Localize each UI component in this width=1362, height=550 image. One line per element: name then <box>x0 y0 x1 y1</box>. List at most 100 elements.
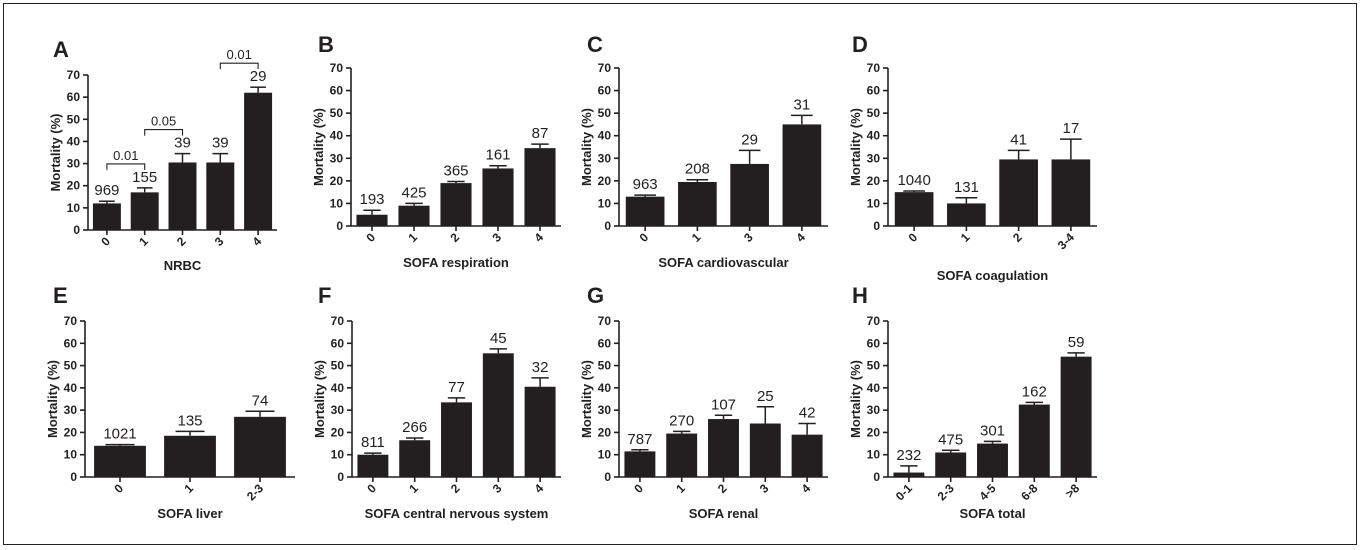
bar-6-8 <box>1018 404 1050 477</box>
y-tick-label: 20 <box>598 425 612 439</box>
x-tick-label: 2 <box>1010 230 1025 245</box>
bar-3 <box>482 168 514 226</box>
bar-2 <box>708 419 739 477</box>
bar-4 <box>524 386 556 477</box>
y-tick-label: 50 <box>598 106 612 120</box>
data-label: 425 <box>401 184 426 201</box>
data-label: 25 <box>757 388 774 405</box>
x-tick-label: 0 <box>98 234 113 249</box>
y-tick-label: 10 <box>331 448 345 462</box>
x-tick-label: 0 <box>631 481 646 496</box>
data-label: 811 <box>361 434 385 451</box>
data-label: 787 <box>627 431 652 448</box>
x-tick-label: 0-1 <box>893 481 915 503</box>
x-tick-label: 0 <box>111 481 126 496</box>
data-label: 42 <box>799 405 816 422</box>
x-tick-label: 4 <box>532 481 547 496</box>
y-tick-label: 10 <box>598 448 612 462</box>
y-tick-label: 50 <box>330 106 344 120</box>
bar-0 <box>94 445 146 477</box>
x-tick-label: 2 <box>448 481 463 496</box>
y-tick-label: 60 <box>867 336 881 350</box>
data-label: 29 <box>250 68 267 85</box>
x-tick-label: 2-3 <box>244 481 266 503</box>
data-label: 963 <box>633 176 658 193</box>
data-label: 969 <box>94 182 119 199</box>
y-tick-label: 10 <box>64 448 78 462</box>
panel-e: E 0 10 20 30 40 50 60 70 Mortality (%) 1021 0 135 1 74… <box>45 283 295 521</box>
bar-2 <box>999 159 1038 226</box>
y-tick-label: 50 <box>64 359 78 373</box>
x-tick-label: 1 <box>673 481 688 496</box>
y-axis-label: Mortality (%) <box>579 360 594 438</box>
y-tick-label: 70 <box>867 61 881 75</box>
bar-4 <box>524 148 556 226</box>
data-label: 270 <box>669 412 694 429</box>
panel-h: H 0 10 20 30 40 50 60 70 Mortality (%) 232 0-1 475 2-… <box>848 283 1097 521</box>
y-tick-label: 30 <box>867 403 881 417</box>
x-tick-label: 4 <box>531 230 546 245</box>
x-axis-label: SOFA renal <box>689 506 759 521</box>
data-label: 39 <box>212 135 229 152</box>
y-axis-label: Mortality (%) <box>848 108 863 186</box>
y-tick-label: 70 <box>64 314 78 328</box>
bar-4-5 <box>977 443 1008 477</box>
x-tick-label: 0 <box>906 230 921 245</box>
panel-c: C 0 10 20 30 40 50 60 70 Mortality (%) 963 0 208 1 29 3… <box>579 32 828 270</box>
panel-a: A 0 10 20 30 40 50 60 70 Mortality (%) 969 0 155 1 39 2… <box>48 37 277 273</box>
y-tick-label: 0 <box>604 219 611 233</box>
bar-3 <box>206 162 235 230</box>
y-tick-label: 50 <box>67 112 81 126</box>
y-tick-label: 10 <box>67 201 81 215</box>
significance-bracket <box>106 163 146 170</box>
panel-b: B 0 10 20 30 40 50 60 70 Mortality (%) 193 0 425 1 365… <box>311 32 561 270</box>
panel-d: D 0 10 20 30 40 50 60 70 Mortality (%) 1040 0 131 1 41… <box>848 32 1097 283</box>
data-label: 162 <box>1022 383 1047 400</box>
data-label: 161 <box>485 147 510 164</box>
y-axis-label: Mortality (%) <box>311 108 326 186</box>
panel-letter: B <box>318 32 334 57</box>
y-tick-label: 20 <box>867 425 881 439</box>
y-tick-label: 10 <box>867 196 881 210</box>
bar-3 <box>482 353 514 477</box>
bar-3-4 <box>1051 159 1091 226</box>
x-tick-label: 4-5 <box>976 481 998 503</box>
data-label: 1040 <box>897 172 930 189</box>
x-tick-label: 0 <box>363 230 378 245</box>
y-tick-label: 50 <box>867 359 881 373</box>
y-tick-label: 30 <box>331 403 345 417</box>
data-label: 17 <box>1063 120 1080 137</box>
y-tick-label: 40 <box>598 129 612 143</box>
x-tick-label: >8 <box>1063 481 1083 501</box>
x-tick-label: 1 <box>958 230 973 245</box>
x-tick-label: 1 <box>689 230 704 245</box>
x-tick-label: 3 <box>741 230 756 245</box>
x-tick-label: 3 <box>489 230 504 245</box>
x-tick-label: 2 <box>715 481 730 496</box>
data-label: 31 <box>794 96 811 113</box>
data-label: 41 <box>1010 131 1027 148</box>
panel-letter: F <box>318 283 331 308</box>
significance-label: 0.01 <box>227 47 252 62</box>
x-axis-label: SOFA respiration <box>403 255 509 270</box>
bar-1 <box>947 203 986 226</box>
x-tick-label: 0 <box>364 481 379 496</box>
bar-0-1 <box>893 472 925 477</box>
x-tick-label: 2 <box>174 234 189 249</box>
y-tick-label: 70 <box>867 314 881 328</box>
panel-g: G 0 10 20 30 40 50 60 70 Mortality (%) 787 0 270 1 107… <box>579 283 828 521</box>
y-tick-label: 30 <box>67 157 81 171</box>
x-tick-label: 4 <box>799 481 814 496</box>
y-tick-label: 0 <box>873 219 880 233</box>
y-tick-label: 0 <box>336 219 343 233</box>
y-axis-label: Mortality (%) <box>48 114 63 192</box>
bar-4 <box>244 92 273 230</box>
y-tick-label: 70 <box>330 61 344 75</box>
bar-3 <box>749 423 781 477</box>
y-tick-label: 0 <box>73 223 80 237</box>
bar-3 <box>730 163 769 226</box>
x-tick-label: 0 <box>637 230 652 245</box>
bar-1 <box>399 440 431 477</box>
y-tick-label: 20 <box>67 179 81 193</box>
